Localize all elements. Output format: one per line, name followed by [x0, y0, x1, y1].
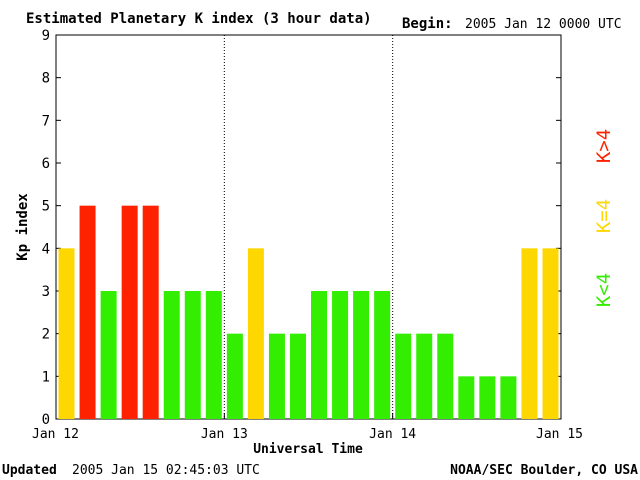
- kp-bar: [479, 376, 496, 419]
- y-tick-label: 5: [42, 199, 50, 215]
- x-axis-label: Universal Time: [253, 442, 363, 457]
- x-tick-label: Jan 13: [201, 427, 248, 442]
- y-tick-label: 9: [42, 28, 50, 44]
- updated-value: 2005 Jan 15 02:45:03 UTC: [72, 463, 260, 478]
- x-tick-label: Jan 15: [536, 427, 583, 442]
- kp-bar: [79, 205, 96, 419]
- chart-title: Estimated Planetary K index (3 hour data…: [26, 11, 372, 27]
- plot-frame: [55, 34, 562, 420]
- kp-bar: [416, 333, 433, 419]
- kp-bar: [205, 291, 222, 419]
- y-tick-label: 3: [42, 284, 50, 300]
- kp-bar: [353, 291, 370, 419]
- y-tick-label: 2: [42, 327, 50, 343]
- x-axis-ticks: Jan 12 Jan 13 Jan 14 Jan 15: [32, 413, 583, 442]
- kp-bar: [268, 333, 285, 419]
- kp-bar: [437, 333, 454, 419]
- kp-bar: [184, 291, 201, 419]
- y-tick-label: 6: [42, 156, 50, 172]
- y-tick-label: 7: [42, 113, 50, 129]
- updated-label: Updated: [2, 463, 57, 478]
- day-divider-lines: [223, 35, 394, 419]
- legend-high: K>4: [593, 129, 615, 163]
- y-tick-label: 4: [42, 241, 50, 257]
- kp-bar: [542, 248, 559, 419]
- begin-label: Begin:: [402, 16, 453, 32]
- kp-bar: [395, 333, 412, 419]
- kp-bar: [226, 333, 243, 419]
- kp-bar: [100, 291, 117, 419]
- kp-bar: [311, 291, 328, 419]
- source-credit: NOAA/SEC Boulder, CO USA: [450, 463, 638, 478]
- begin-value: 2005 Jan 12 0000 UTC: [465, 17, 622, 32]
- legend-equal: K=4: [593, 199, 615, 233]
- kp-bar: [58, 248, 75, 419]
- kp-bar: [458, 376, 475, 419]
- y-tick-label: 1: [42, 369, 50, 385]
- y-tick-label: 0: [42, 412, 50, 428]
- y-tick-label: 8: [42, 71, 50, 87]
- kp-bar: [142, 205, 159, 419]
- kp-bar: [521, 248, 538, 419]
- kp-bar: [289, 333, 306, 419]
- x-tick-label: Jan 12: [32, 427, 79, 442]
- legend-low: K<4: [593, 273, 615, 307]
- y-axis-label: Kp index: [15, 193, 31, 261]
- bar-series: [58, 205, 559, 419]
- kp-bar: [247, 248, 264, 419]
- kp-bar: [121, 205, 138, 419]
- kp-bar: [500, 376, 517, 419]
- kp-bar: [163, 291, 180, 419]
- x-tick-label: Jan 14: [369, 427, 416, 442]
- kp-bar: [374, 291, 391, 419]
- kp-bar: [332, 291, 349, 419]
